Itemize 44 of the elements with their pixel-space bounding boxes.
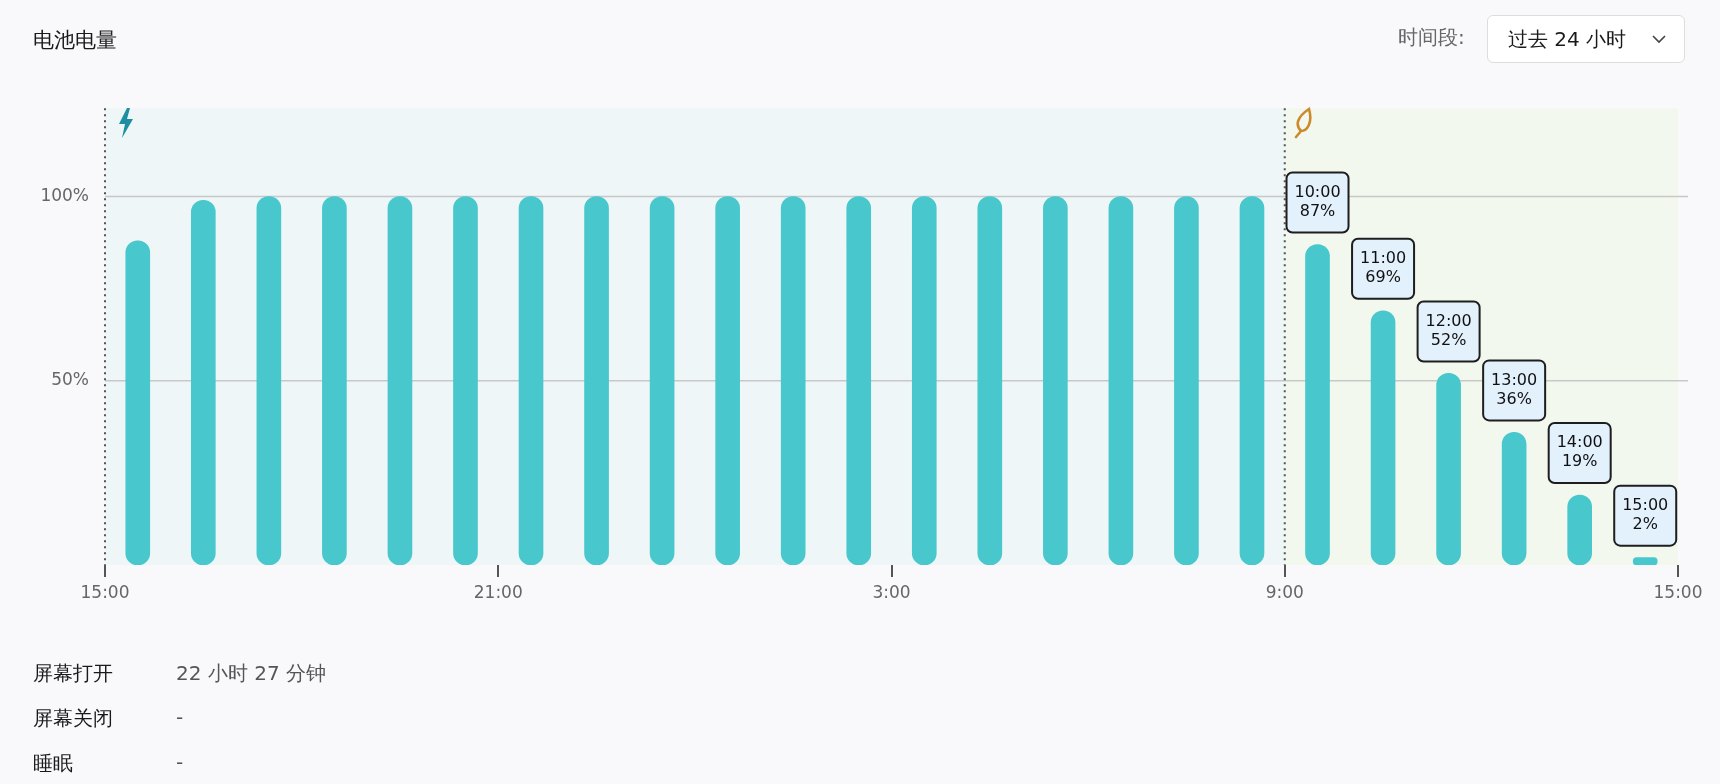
bar: [1370, 310, 1396, 565]
chart-title: 电池电量: [33, 27, 117, 54]
data-label: 13:00 36%: [1491, 369, 1538, 408]
y-tick-label: 50%: [51, 369, 89, 390]
y-tick-label: 100%: [40, 185, 89, 206]
bar: [1239, 196, 1265, 565]
x-tick-label: 15:00: [1653, 581, 1703, 602]
text: 屏幕关闭: [33, 705, 113, 732]
text: -: [176, 705, 184, 729]
bar: [1436, 373, 1461, 565]
text: -: [176, 750, 184, 774]
text: 睡眠: [33, 750, 73, 777]
bar: [911, 196, 937, 565]
bar: [453, 196, 478, 565]
x-tick-label: 21:00: [473, 581, 523, 602]
bar: [1043, 196, 1068, 565]
bar: [125, 240, 151, 565]
bar: [649, 196, 675, 565]
bar: [1108, 196, 1134, 565]
bar: [1174, 196, 1199, 565]
x-tick-label: 15:00: [80, 581, 130, 602]
bar: [846, 196, 872, 565]
text: 时间段:: [1398, 24, 1465, 51]
data-label: 11:00 69%: [1360, 247, 1407, 286]
bar: [715, 196, 740, 565]
data-label: 14:00 19%: [1556, 432, 1603, 471]
x-tick-label: 9:00: [1265, 581, 1304, 602]
bar: [387, 196, 413, 565]
bar: [190, 199, 216, 565]
bar: [1305, 244, 1330, 565]
bar: [977, 196, 1003, 565]
bar: [256, 196, 282, 565]
text: 过去 24 小时: [1508, 26, 1627, 53]
data-label: 12:00 52%: [1425, 310, 1472, 349]
bar: [518, 196, 544, 565]
data-label: 10:00 87%: [1294, 181, 1341, 220]
bar: [1501, 432, 1527, 565]
bar: [584, 196, 609, 565]
data-label: 15:00 2%: [1622, 494, 1669, 533]
bar: [322, 196, 347, 565]
x-tick-label: 3:00: [872, 581, 911, 602]
text: 屏幕打开: [33, 660, 113, 687]
text: 22 小时 27 分钟: [176, 660, 326, 687]
bar: [780, 196, 806, 565]
